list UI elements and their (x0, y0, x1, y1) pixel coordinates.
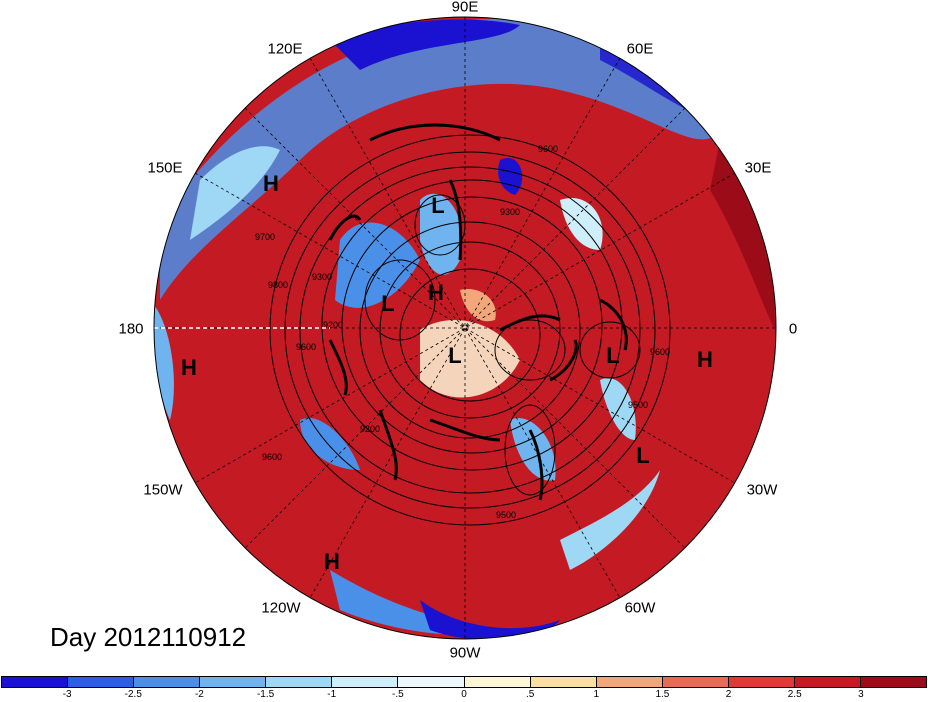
contour-label: 9600 (538, 144, 558, 154)
contour-label: 9300 (312, 272, 332, 282)
contour-label: 9700 (255, 232, 275, 242)
colorbar-segment (794, 677, 862, 687)
lon-label-90e: 90E (451, 0, 479, 16)
high-pressure-center: H (697, 347, 713, 372)
colorbar-tick-label: -1 (327, 689, 337, 700)
colorbar-segment (728, 677, 795, 687)
low-pressure-center: L (431, 193, 445, 218)
low-pressure-center: L (636, 443, 650, 468)
contour-label: 9200 (360, 424, 380, 434)
colorbar-tick-label: -2.5 (124, 689, 142, 700)
colorbar-segment (398, 677, 465, 687)
colorbar-tick-label: 0 (461, 689, 467, 700)
low-pressure-center: L (381, 291, 395, 316)
colorbar-tick-label: 2.5 (787, 689, 802, 700)
lon-label-90w: 90W (449, 644, 481, 662)
colorbar-segment (596, 677, 663, 687)
contour-label: 9600 (262, 452, 282, 462)
colorbar-segment (530, 677, 597, 687)
map-boundary (153, 16, 777, 640)
contour-label: 9200 (323, 320, 343, 330)
colorbar-tick-label: -2 (194, 689, 204, 700)
colorbar-segment (332, 677, 399, 687)
high-pressure-center: H (428, 280, 444, 305)
high-pressure-center: H (263, 171, 279, 196)
colorbar-segment (861, 677, 927, 687)
contour-label: 9500 (496, 510, 516, 520)
colorbar-tick-label: -.5 (392, 689, 404, 700)
lon-label-120e: 120E (267, 40, 303, 58)
day-label: Day 2012110912 (50, 622, 247, 652)
contour-label: 9600 (296, 342, 316, 352)
contour-labels: 9600 9700 9800 9300 9200 9600 9300 9200 … (255, 144, 670, 520)
colorbar-segment (266, 677, 333, 687)
colorbar-segment (68, 677, 135, 687)
high-pressure-center: H (181, 355, 197, 380)
colorbar-tick-label: 1.5 (655, 689, 670, 700)
lon-label-60w: 60W (624, 599, 656, 617)
high-pressure-center: H (324, 549, 340, 574)
graticule (154, 17, 776, 639)
colorbar-tick-label: -1.5 (256, 689, 275, 700)
colorbar-tick-label: 2 (725, 689, 732, 700)
colorbar-segment (2, 677, 69, 687)
low-pressure-center: L (606, 343, 620, 368)
colorbar-segment (662, 677, 729, 687)
low-pressure-center: L (448, 343, 462, 368)
lon-label-150e: 150E (147, 159, 183, 177)
colorbar-segment (200, 677, 267, 687)
colorbar-tick-label: 1 (593, 689, 600, 700)
colorbar-segment (134, 677, 201, 687)
lon-label-0: 0 (788, 320, 798, 338)
lon-label-30w: 30W (746, 481, 778, 499)
lon-label-60e: 60E (626, 40, 654, 58)
jet-contours (328, 123, 628, 501)
colorbar (1, 676, 927, 688)
lon-label-30e: 30E (744, 159, 772, 177)
contour-label: 9500 (628, 400, 648, 410)
lon-label-180: 180 (118, 320, 144, 338)
colorbar-tick-label: -3 (62, 689, 72, 700)
height-contours (269, 134, 671, 526)
lon-label-150w: 150W (143, 481, 183, 499)
lon-label-120w: 120W (261, 599, 301, 617)
colorbar-segment (464, 677, 531, 687)
colorbar-tick-label: 3 (858, 689, 864, 700)
contour-label: 9300 (500, 207, 520, 217)
contour-label: 9600 (650, 347, 670, 357)
contour-label: 9800 (268, 280, 288, 290)
colorbar-tick-label: .5 (525, 689, 535, 700)
